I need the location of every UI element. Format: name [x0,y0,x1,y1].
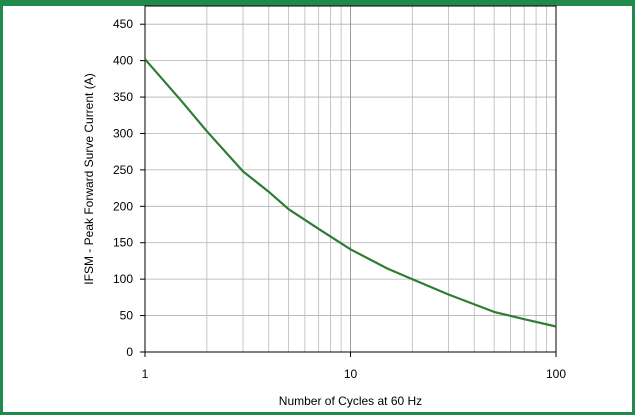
y-tick-label: 300 [113,126,133,140]
y-tick-label: 150 [113,236,133,250]
y-tick-label: 0 [126,345,133,359]
series-line [144,58,557,328]
y-tick-label: 200 [113,199,133,213]
y-tick-label: 350 [113,90,133,104]
y-axis-ticks: 0 50 100 150 200 250 300 350 400 450 [113,17,145,359]
grid-layer [145,6,556,352]
x-tick-label: 1 [142,367,149,381]
y-tick-label: 450 [113,17,133,31]
y-tick-label: 400 [113,54,133,68]
x-axis-ticks: 1 10 100 [142,352,566,381]
x-tick-label: 10 [344,367,358,381]
y-tick-label: 100 [113,272,133,286]
y-tick-label: 50 [120,309,134,323]
y-axis-title: IFSM - Peak Forward Surve Current (A) [82,73,96,284]
x-tick-label: 100 [546,367,566,381]
series-layer [144,58,557,328]
x-axis-title: Number of Cycles at 60 Hz [279,394,422,408]
y-tick-label: 250 [113,163,133,177]
